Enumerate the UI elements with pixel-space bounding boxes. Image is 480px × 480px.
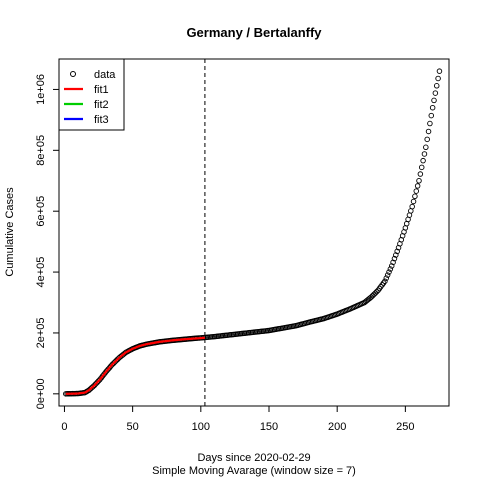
- y-axis: 0e+00 2e+05 4e+05 6e+05 8e+05 1e+06: [35, 74, 59, 409]
- data-point: [436, 68, 443, 74]
- data-point: [384, 272, 391, 278]
- data-point: [382, 278, 388, 284]
- legend-data-marker: [70, 71, 76, 77]
- y-tick-label: 2e+05: [35, 317, 47, 348]
- y-tick-label: 8e+05: [35, 135, 47, 166]
- data-point: [423, 144, 429, 151]
- data-point: [409, 203, 415, 210]
- y-tick-label: 4e+05: [35, 257, 47, 288]
- data-point: [432, 90, 439, 96]
- data-point: [102, 369, 109, 376]
- chart-title: Germany / Bertalanffy: [186, 25, 322, 40]
- legend-label-fit1: fit1: [94, 84, 109, 96]
- data-point: [95, 378, 102, 384]
- data-point: [105, 366, 111, 373]
- data-point: [103, 368, 110, 374]
- data-point: [91, 382, 98, 389]
- data-point: [418, 164, 425, 171]
- data-point: [373, 288, 380, 295]
- data-point: [391, 255, 398, 262]
- data-point: [431, 97, 437, 104]
- data-point: [108, 363, 114, 369]
- data-point: [424, 136, 430, 143]
- data-point: [417, 171, 424, 177]
- data-point: [94, 379, 100, 386]
- legend-label-data: data: [94, 69, 116, 81]
- data-point: [93, 381, 99, 387]
- x-tick-label: 100: [192, 421, 210, 433]
- data-point: [388, 263, 395, 269]
- legend-label-fit2: fit2: [94, 99, 109, 111]
- y-tick-label: 1e+06: [35, 74, 47, 105]
- x-axis-label: Days since 2020-02-29: [197, 452, 310, 464]
- data-point: [428, 112, 435, 119]
- data-point: [420, 157, 426, 164]
- data-point: [106, 365, 113, 371]
- x-tick-label: 150: [260, 421, 278, 433]
- data-point: [393, 252, 399, 258]
- data-point: [412, 193, 418, 200]
- data-point: [394, 248, 400, 255]
- data-point: [421, 151, 428, 157]
- plot-frame: [58, 58, 450, 407]
- y-tick-label: 0e+00: [35, 378, 47, 409]
- data-point: [390, 259, 396, 266]
- fit1-line: [65, 336, 205, 395]
- data-point: [410, 198, 417, 205]
- x-tick-label: 50: [127, 421, 139, 433]
- x-tick-label: 0: [61, 421, 67, 433]
- x-tick-label: 200: [328, 421, 346, 433]
- data-point: [414, 183, 421, 189]
- data-point: [413, 188, 420, 194]
- data-point: [383, 275, 390, 281]
- x-axis-sublabel: Simple Moving Avarage (window size = 7): [152, 465, 356, 477]
- data-point: [433, 83, 440, 89]
- legend: data fit1 fit2 fit3: [58, 58, 125, 131]
- y-axis-label: Cumulative Cases: [4, 187, 16, 277]
- x-tick-label: 250: [396, 421, 414, 433]
- data-point: [425, 128, 432, 135]
- data-point: [429, 104, 436, 111]
- data-point: [386, 269, 392, 275]
- x-axis: 0 50 100 150 200 250: [61, 406, 415, 433]
- data-point: [416, 178, 422, 184]
- data-point: [387, 266, 394, 272]
- data-point: [435, 75, 441, 82]
- legend-label-fit3: fit3: [94, 114, 109, 126]
- y-tick-label: 6e+05: [35, 196, 47, 227]
- data-series: [63, 68, 443, 397]
- data-point: [427, 120, 433, 127]
